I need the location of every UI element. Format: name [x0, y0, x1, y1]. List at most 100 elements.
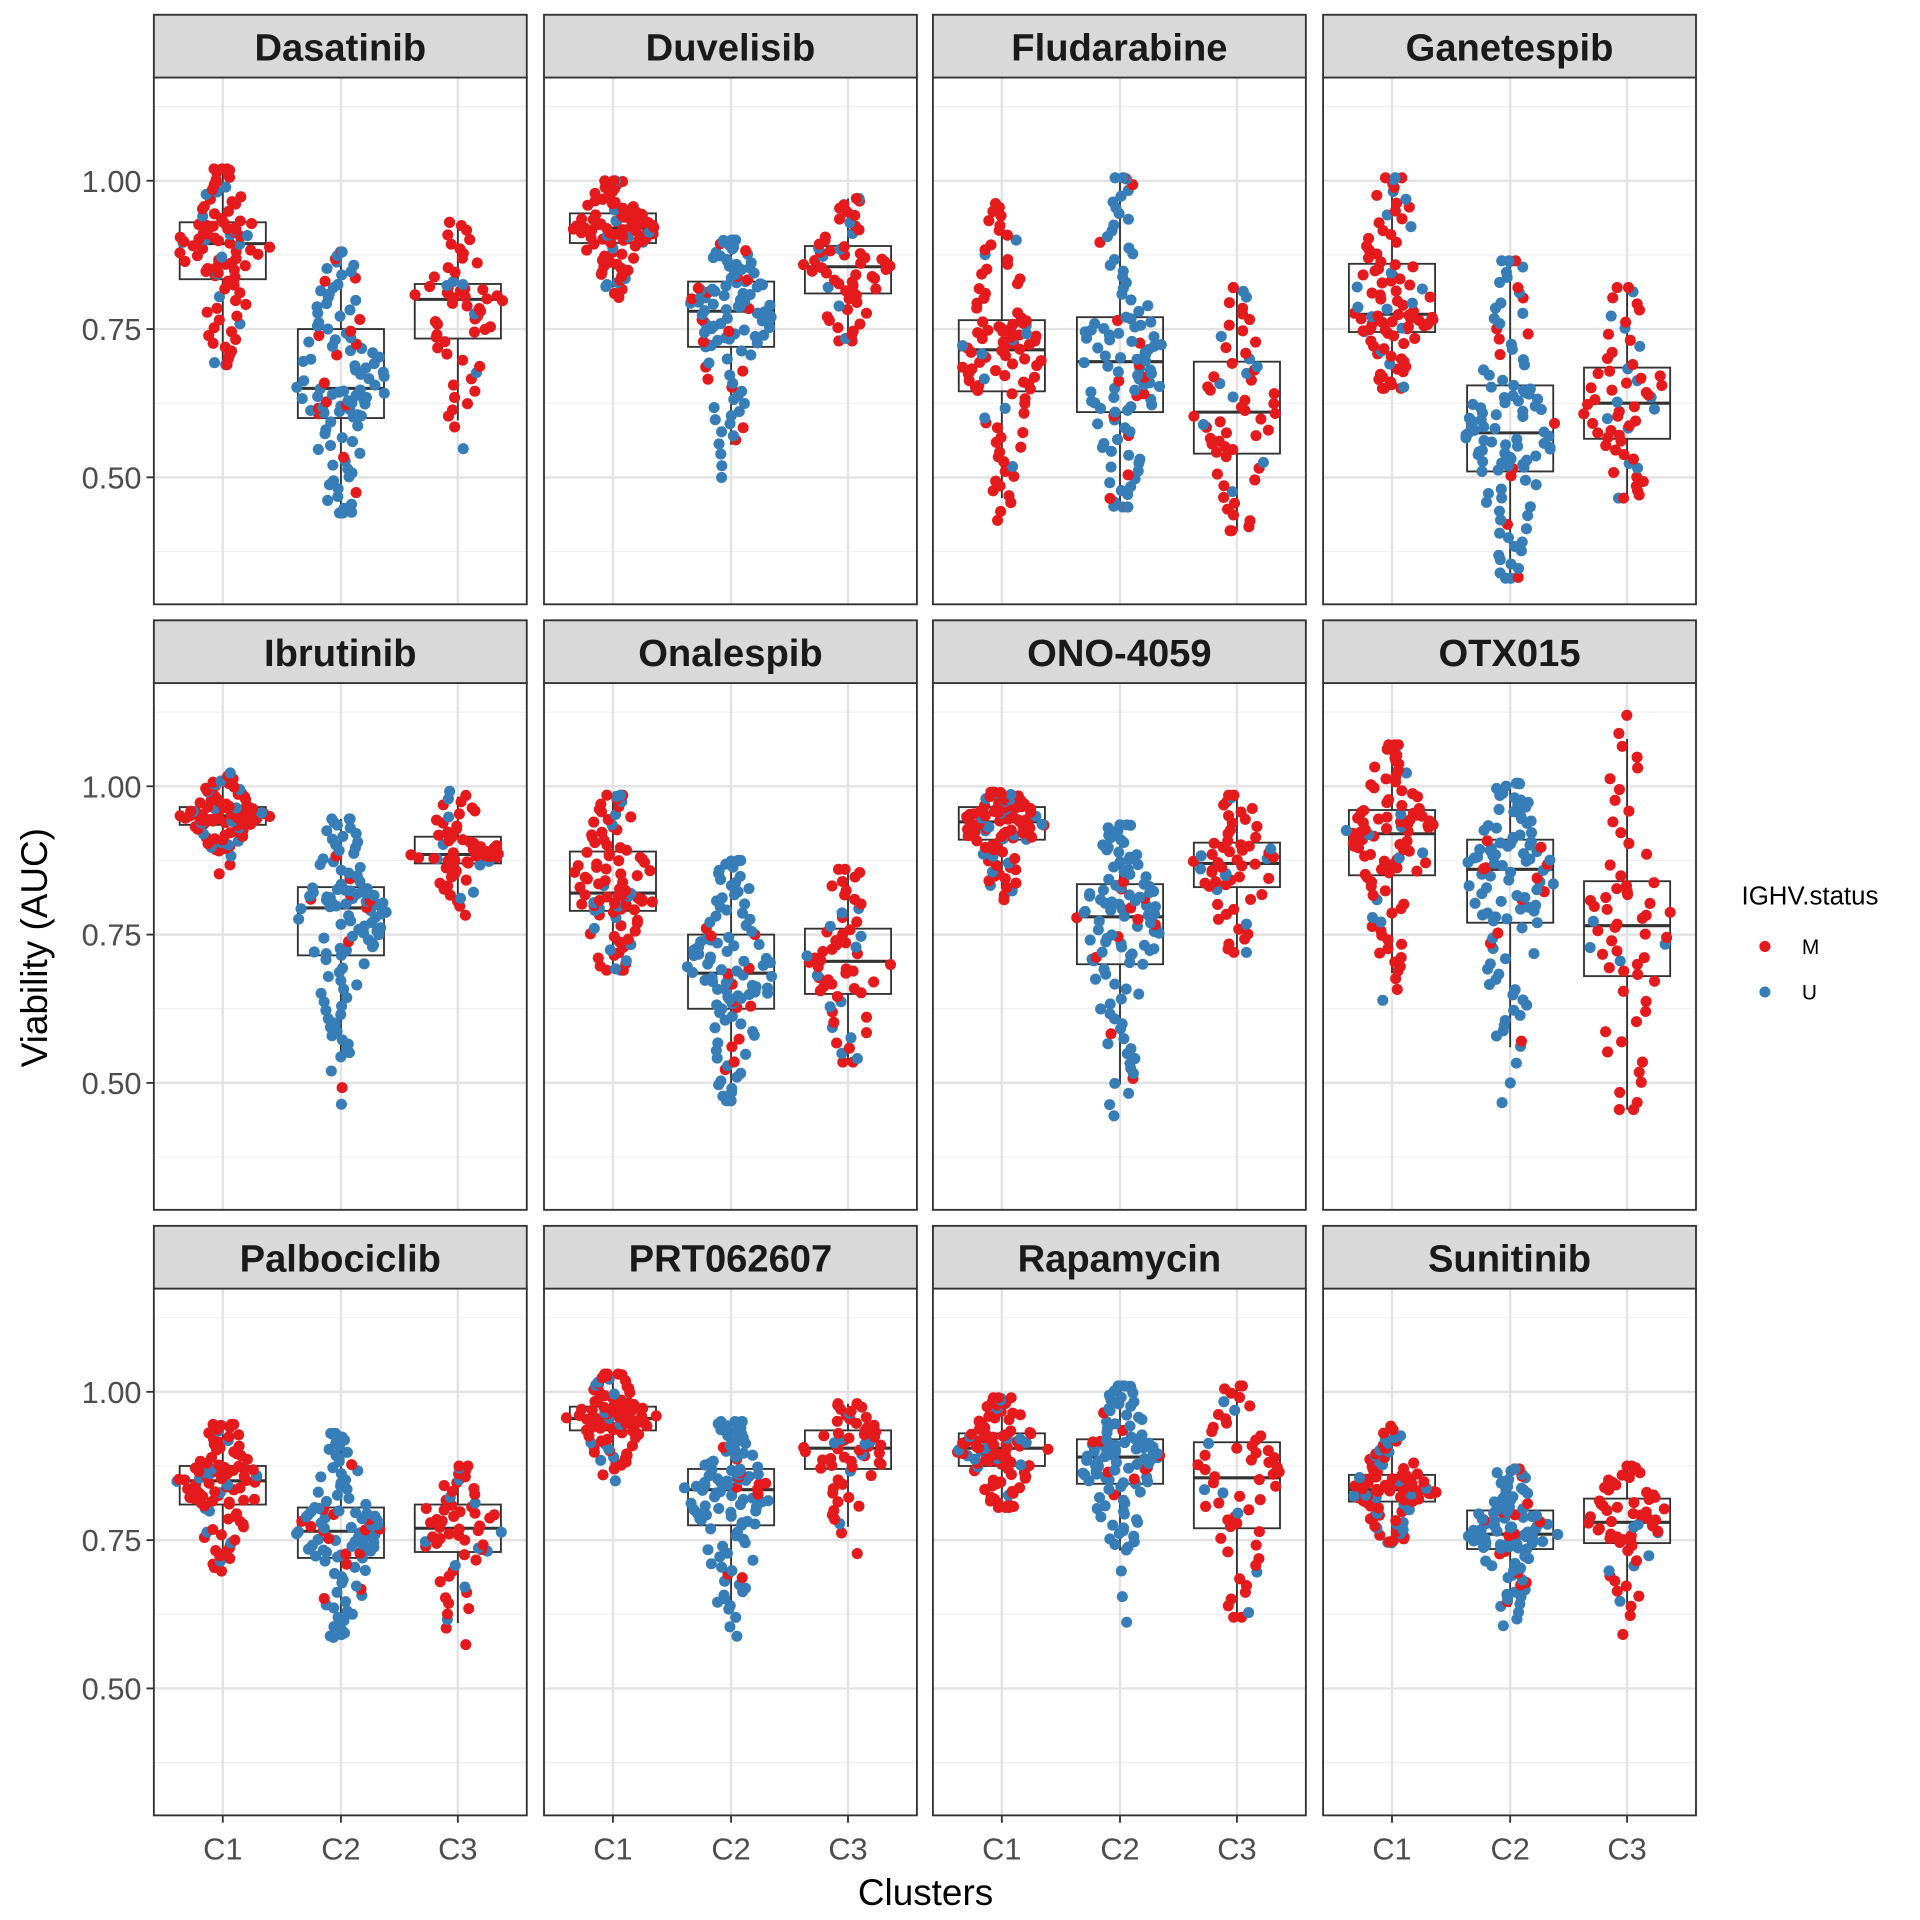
point-ighv-m	[1620, 880, 1633, 892]
point-ighv-m	[439, 336, 451, 348]
point-ighv-m	[1383, 739, 1395, 751]
point-ighv-u	[1504, 1077, 1516, 1089]
point-ighv-u	[1093, 915, 1105, 927]
point-ighv-u	[335, 1051, 347, 1063]
point-ighv-m	[1610, 444, 1622, 456]
point-ighv-m	[1627, 1508, 1639, 1520]
point-ighv-u	[1117, 265, 1129, 277]
point-ighv-u	[1532, 393, 1544, 405]
point-ighv-u	[1478, 435, 1490, 447]
point-ighv-m	[1396, 213, 1408, 225]
point-ighv-m	[447, 847, 459, 859]
point-ighv-m	[1378, 1427, 1390, 1439]
point-ighv-m	[1600, 1026, 1612, 1038]
point-ighv-m	[1613, 783, 1625, 796]
point-ighv-u	[1377, 994, 1389, 1006]
point-ighv-m	[1613, 1104, 1625, 1116]
point-ighv-u	[329, 1427, 342, 1439]
point-ighv-m	[1627, 453, 1639, 465]
point-ighv-u	[293, 913, 305, 925]
point-ighv-u	[1105, 461, 1117, 473]
point-ighv-m	[726, 1041, 738, 1053]
point-ighv-m	[354, 1547, 366, 1559]
point-ighv-u	[1099, 350, 1111, 362]
point-ighv-m	[702, 373, 714, 385]
point-ighv-u	[1125, 1043, 1137, 1055]
point-ighv-m	[1584, 1511, 1596, 1523]
point-ighv-m	[1418, 1476, 1430, 1488]
point-ighv-u	[761, 982, 774, 994]
point-ighv-u	[720, 304, 732, 316]
point-ighv-u	[740, 1048, 752, 1060]
x-tick-label: C3	[1607, 1832, 1646, 1867]
point-ighv-m	[1380, 773, 1392, 785]
point-ighv-u	[976, 348, 988, 360]
point-ighv-u	[345, 1521, 357, 1533]
point-ighv-u	[1375, 916, 1387, 928]
point-ighv-u	[1516, 922, 1528, 934]
y-axis-title: Viability (AUC)	[14, 828, 55, 1067]
point-ighv-u	[1117, 1477, 1129, 1489]
point-ighv-u	[296, 393, 308, 405]
point-ighv-u	[766, 970, 778, 982]
point-ighv-u	[363, 373, 375, 385]
point-ighv-u	[335, 918, 347, 930]
point-ighv-m	[1208, 371, 1220, 383]
point-ighv-u	[729, 1415, 741, 1428]
facet-panel: Fludarabine	[932, 13, 1307, 606]
point-ighv-u	[1417, 847, 1429, 859]
point-ighv-m	[1630, 1555, 1643, 1567]
point-ighv-u	[1351, 281, 1363, 293]
point-ighv-m	[574, 881, 586, 893]
point-ighv-m	[884, 959, 897, 971]
point-ighv-u	[328, 1568, 341, 1580]
point-ighv-m	[1605, 424, 1617, 437]
point-ighv-m	[1212, 913, 1225, 925]
point-ighv-m	[1358, 804, 1370, 817]
point-ighv-m	[1212, 857, 1224, 869]
point-ighv-m	[1480, 862, 1492, 874]
point-ighv-u	[1499, 953, 1512, 965]
point-ighv-m	[1628, 1497, 1640, 1509]
boxplot-C3	[405, 785, 504, 921]
point-ighv-m	[240, 298, 252, 311]
point-ighv-u	[734, 870, 746, 882]
point-ighv-m	[446, 404, 459, 416]
point-ighv-u	[1528, 948, 1540, 960]
point-ighv-m	[622, 933, 634, 945]
point-ighv-u	[312, 1533, 324, 1546]
boxplot-C2	[1462, 777, 1559, 1109]
point-ighv-m	[1187, 855, 1199, 867]
point-ighv-m	[870, 283, 882, 295]
facet-panel: Sunitinib C1 C2 C3	[1322, 1224, 1697, 1867]
point-ighv-m	[185, 805, 197, 817]
y-tick-label: 1.00	[82, 769, 142, 804]
point-ighv-u	[736, 907, 749, 919]
point-ighv-u	[1133, 1411, 1145, 1423]
point-ighv-m	[692, 282, 704, 294]
point-ighv-u	[1232, 1507, 1244, 1519]
point-ighv-m	[1204, 432, 1216, 444]
facet-strip	[932, 13, 1307, 79]
point-ighv-u	[1497, 374, 1509, 386]
point-ighv-m	[1386, 1473, 1398, 1485]
point-ighv-m	[586, 829, 598, 841]
point-ighv-m	[1392, 309, 1404, 321]
point-ighv-u	[699, 305, 711, 317]
point-ighv-m	[1218, 480, 1230, 492]
point-ighv-m	[473, 302, 485, 315]
point-ighv-m	[1648, 877, 1660, 889]
point-ighv-m	[1398, 898, 1410, 910]
point-ighv-m	[1512, 282, 1524, 294]
point-ighv-m	[1104, 492, 1116, 504]
point-ighv-u	[1123, 449, 1135, 461]
boxplot-C3	[409, 216, 509, 455]
point-ighv-u	[708, 401, 720, 414]
point-ighv-m	[1614, 1086, 1626, 1098]
point-ighv-m	[305, 1520, 317, 1533]
point-ighv-u	[1251, 361, 1263, 373]
point-ighv-m	[990, 365, 1002, 377]
point-ighv-m	[1228, 1611, 1240, 1623]
point-ighv-u	[332, 1611, 344, 1623]
point-ighv-u	[707, 1455, 719, 1467]
